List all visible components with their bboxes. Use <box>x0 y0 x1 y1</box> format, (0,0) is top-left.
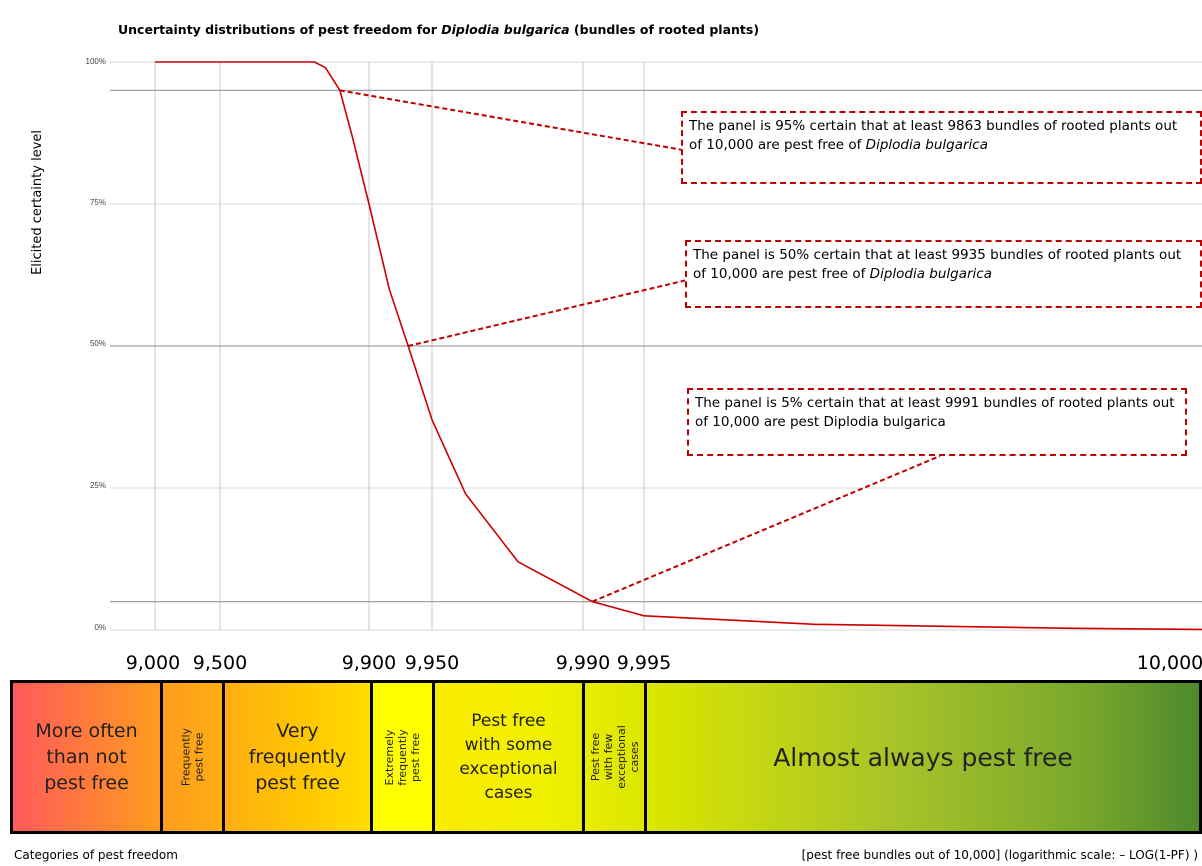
y-tick-label: 75% <box>89 198 106 207</box>
x-tick-label: 9,900 <box>341 652 397 674</box>
x-tick-label: 10,000 <box>1136 652 1202 674</box>
x-tick-label: 9,950 <box>404 652 460 674</box>
category-more-often-than-not: More often than not pest free <box>13 683 163 831</box>
annotation-leader-line <box>591 455 941 603</box>
y-axis-label: Elicited certainty level <box>30 130 45 275</box>
annotation-50: The panel is 50% certain that at least 9… <box>685 240 1202 308</box>
category-almost-always: Almost always pest free <box>773 742 1073 772</box>
chart-plot <box>110 61 1202 631</box>
chart-title: Uncertainty distributions of pest freedo… <box>118 22 760 37</box>
annotation-leader-line <box>407 279 688 347</box>
y-tick-label: 50% <box>89 339 106 348</box>
annotation-5: The panel is 5% certain that at least 99… <box>687 388 1187 456</box>
category-extremely-frequently: Extremely frequently pest free <box>373 683 435 831</box>
annotation-leaders <box>339 89 941 603</box>
category-axis-label: Categories of pest freedom <box>14 848 178 862</box>
x-axis-label: [pest free bundles out of 10,000] (logar… <box>801 848 1198 862</box>
x-tick-label: 9,500 <box>192 652 248 674</box>
annotation-95: The panel is 95% certain that at least 9… <box>681 111 1202 184</box>
y-tick-label: 100% <box>85 57 106 66</box>
x-tick-label: 9,000 <box>125 652 181 674</box>
category-frequently: Frequently pest free <box>163 683 225 831</box>
category-very-frequently: Very frequently pest free <box>225 683 373 831</box>
annotation-leader-line <box>339 89 684 151</box>
x-tick-label: 9,995 <box>616 652 672 674</box>
category-some-exceptional: Pest free with some exceptional cases <box>435 683 585 831</box>
x-tick-label: 9,990 <box>555 652 611 674</box>
category-few-exceptional: Pest free with few exceptional cases <box>585 683 647 831</box>
certainty-curve <box>155 61 1202 631</box>
reference-lines <box>110 89 1202 603</box>
pest-freedom-category-bar: More often than not pest free Frequently… <box>10 680 1202 834</box>
y-tick-label: 25% <box>89 481 106 490</box>
y-tick-label: 0% <box>94 623 106 632</box>
